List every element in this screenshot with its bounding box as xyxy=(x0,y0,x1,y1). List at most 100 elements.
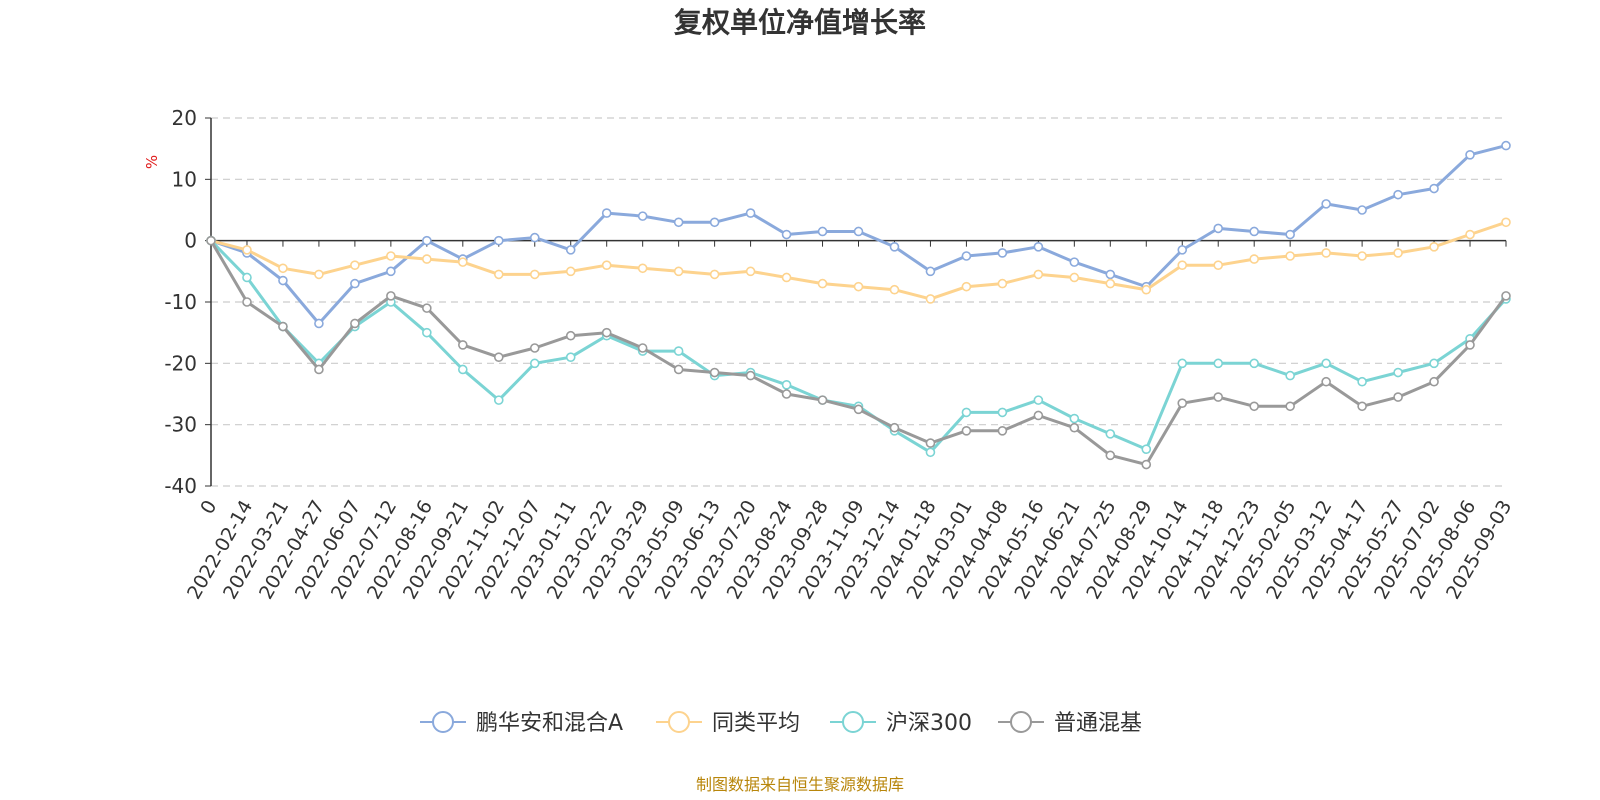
data-point xyxy=(1285,370,1295,381)
data-point xyxy=(673,346,684,356)
data-point xyxy=(1177,245,1188,255)
data-point xyxy=(925,266,936,277)
data-point xyxy=(1213,223,1224,234)
data-point xyxy=(565,245,576,255)
legend-item[interactable]: 沪深300 xyxy=(830,711,972,736)
data-point xyxy=(529,269,540,280)
data-point xyxy=(1033,242,1044,252)
data-point xyxy=(1177,398,1188,409)
data-point xyxy=(1249,358,1259,369)
series-1 xyxy=(206,217,1511,304)
data-point xyxy=(1285,401,1295,412)
data-point xyxy=(1321,376,1331,387)
data-point xyxy=(997,278,1008,289)
data-point xyxy=(1249,254,1259,264)
data-point xyxy=(386,266,396,277)
data-point xyxy=(242,272,252,283)
data-point xyxy=(961,407,972,418)
legend-circle-icon xyxy=(432,711,454,733)
data-point xyxy=(1177,260,1188,271)
data-point xyxy=(997,248,1008,258)
y-tick-label: -30 xyxy=(164,413,197,437)
data-point xyxy=(1033,269,1044,280)
series-3 xyxy=(206,235,1511,470)
data-point xyxy=(709,269,720,280)
data-point xyxy=(1357,251,1367,261)
y-tick-label: 0 xyxy=(184,229,197,253)
data-point xyxy=(350,318,360,329)
data-point xyxy=(1393,392,1403,402)
data-point xyxy=(314,269,324,280)
data-point xyxy=(889,242,900,252)
y-tick-label: -40 xyxy=(164,474,197,498)
data-point xyxy=(1033,410,1044,421)
legend-label: 鹏华安和混合A xyxy=(476,711,623,736)
data-point xyxy=(1249,401,1259,412)
data-point xyxy=(925,438,936,448)
data-point xyxy=(1357,376,1367,387)
legend-item[interactable]: 鹏华安和混合A xyxy=(420,711,623,736)
data-point xyxy=(781,229,792,240)
x-axis-ticks: 02022-02-142022-03-212022-04-272022-06-0… xyxy=(183,240,1516,603)
data-point xyxy=(1177,358,1188,369)
data-point xyxy=(242,245,252,255)
data-point xyxy=(422,254,432,264)
data-point xyxy=(1357,205,1367,215)
data-point xyxy=(961,425,972,436)
y-tick-label: -10 xyxy=(164,290,197,314)
legend: 鹏华安和混合A 同类平均 沪深300 普通混基 xyxy=(420,711,1142,736)
data-point xyxy=(673,364,684,375)
data-point xyxy=(853,404,864,415)
data-point xyxy=(386,251,396,261)
data-point xyxy=(709,217,720,228)
legend-item[interactable]: 普通混基 xyxy=(998,711,1142,736)
data-point xyxy=(1105,429,1116,439)
data-point xyxy=(1069,272,1080,283)
data-point xyxy=(1429,242,1439,252)
data-point xyxy=(422,235,432,246)
x-tick-label: 0 xyxy=(196,497,221,518)
data-point xyxy=(853,281,864,292)
data-point xyxy=(1141,459,1152,470)
data-point xyxy=(386,291,396,301)
data-point xyxy=(709,367,720,378)
y-axis-ticks: 20 10 0 -10 -20 -30 -40 xyxy=(164,106,211,498)
chart-title: 复权单位净值增长率 xyxy=(674,6,926,39)
data-point xyxy=(745,208,756,218)
data-point xyxy=(1321,199,1331,209)
data-point xyxy=(1429,183,1439,194)
data-point xyxy=(493,269,504,280)
data-point xyxy=(1501,140,1511,151)
data-point xyxy=(1465,340,1475,350)
data-point xyxy=(1501,217,1511,228)
data-point xyxy=(1213,358,1224,369)
data-point xyxy=(458,340,468,350)
data-point xyxy=(997,425,1008,436)
data-point xyxy=(817,395,828,405)
data-point xyxy=(601,327,612,338)
data-point xyxy=(1033,395,1044,405)
data-point xyxy=(781,272,792,283)
data-point xyxy=(1141,444,1152,455)
data-point xyxy=(889,284,900,295)
data-point xyxy=(745,370,756,381)
data-point xyxy=(889,422,900,433)
legend-item[interactable]: 同类平均 xyxy=(656,711,800,736)
data-point xyxy=(529,343,540,353)
y-tick-label: 10 xyxy=(172,167,197,191)
data-point xyxy=(781,389,792,399)
data-point xyxy=(565,352,576,363)
data-point xyxy=(350,260,360,271)
legend-label: 沪深300 xyxy=(886,711,972,736)
data-point xyxy=(1393,367,1403,378)
data-point xyxy=(278,321,288,332)
data-point xyxy=(1105,450,1116,461)
data-point xyxy=(1105,269,1116,280)
data-point xyxy=(1141,284,1152,295)
y-tick-label: 20 xyxy=(172,106,197,130)
data-point xyxy=(1321,248,1331,258)
data-point xyxy=(493,235,504,246)
data-point xyxy=(1285,251,1295,261)
data-point xyxy=(1249,226,1259,237)
